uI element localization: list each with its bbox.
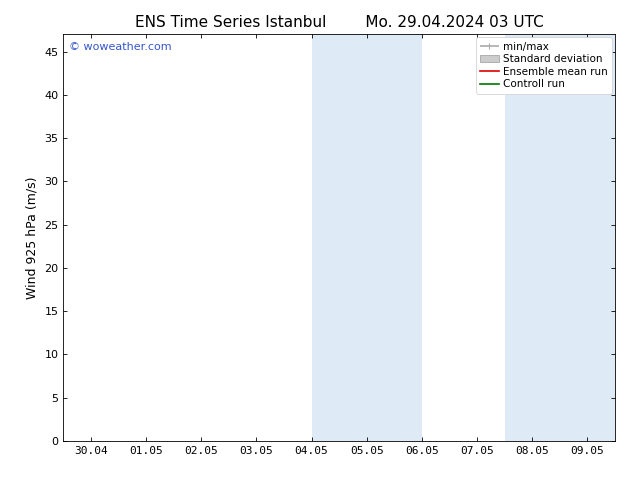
Y-axis label: Wind 925 hPa (m/s): Wind 925 hPa (m/s) bbox=[26, 176, 39, 299]
Bar bbox=[312, 34, 422, 441]
Title: ENS Time Series Istanbul        Mo. 29.04.2024 03 UTC: ENS Time Series Istanbul Mo. 29.04.2024 … bbox=[135, 15, 543, 30]
Legend: min/max, Standard deviation, Ensemble mean run, Controll run: min/max, Standard deviation, Ensemble me… bbox=[476, 37, 612, 94]
Text: © woweather.com: © woweather.com bbox=[69, 43, 172, 52]
Bar bbox=[505, 34, 615, 441]
